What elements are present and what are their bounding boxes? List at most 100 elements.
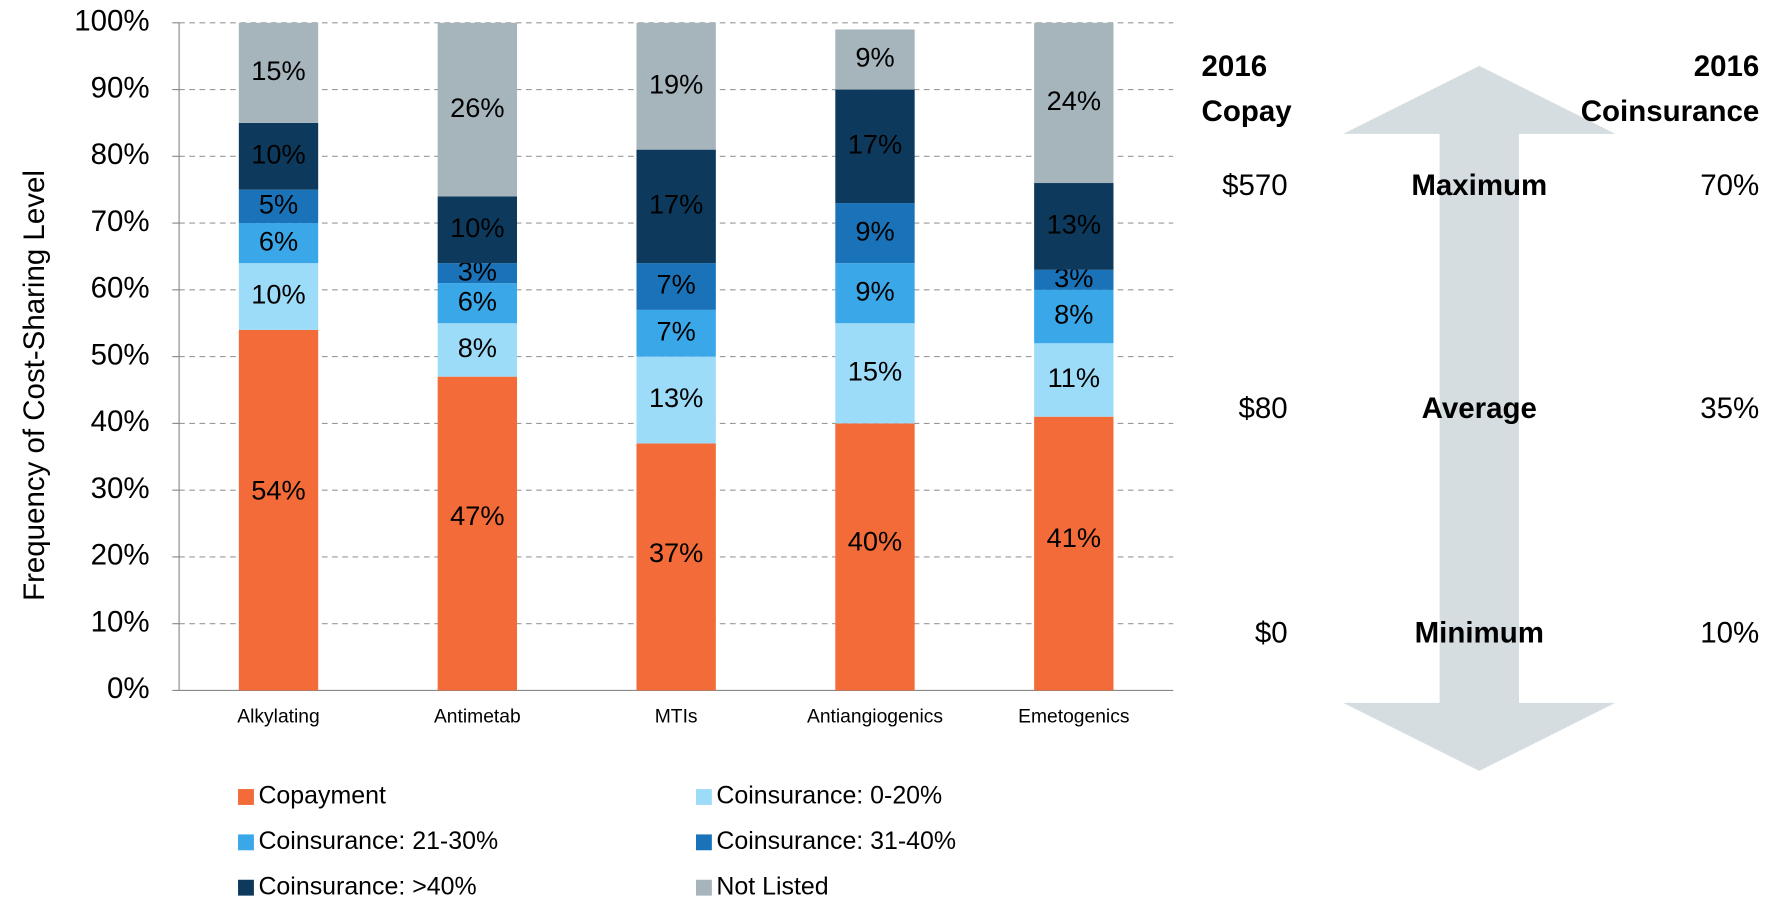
legend-swatch <box>238 789 254 805</box>
y-axis-label: Frequency of Cost-Sharing Level <box>18 170 51 601</box>
bar-segment <box>835 323 915 424</box>
coinsurance-value: 35% <box>1700 392 1759 425</box>
bar-segment <box>1034 416 1114 691</box>
y-tick-label: 100% <box>74 5 149 38</box>
level-label: Maximum <box>1411 169 1547 202</box>
bar-segment <box>835 263 915 324</box>
bar-segment <box>437 376 518 691</box>
value-label: 17% <box>848 128 902 159</box>
legend-label: Not Listed <box>716 872 828 898</box>
bar-segment <box>835 89 915 204</box>
bar-segment <box>238 122 319 190</box>
value-label: 37% <box>649 537 703 568</box>
value-label: 8% <box>458 332 497 363</box>
level-label: Average <box>1422 392 1537 425</box>
bar-segment <box>1034 269 1114 290</box>
coinsurance-header: 2016 <box>1694 50 1760 83</box>
x-tick-label: Alkylating <box>237 707 319 728</box>
value-label: 11% <box>1048 362 1100 393</box>
value-label: 13% <box>1047 209 1101 240</box>
legend-label: Coinsurance: 0-20% <box>716 782 942 810</box>
value-label: 7% <box>657 269 696 300</box>
bar-segment <box>1034 22 1114 184</box>
level-label: Minimum <box>1415 617 1544 650</box>
x-tick-label: MTIs <box>655 707 698 728</box>
bar-segment <box>1034 343 1114 417</box>
legend-swatch <box>695 879 712 896</box>
coinsurance-header: Coinsurance <box>1581 95 1760 128</box>
bar-segment <box>636 263 716 310</box>
bar-segment <box>636 443 716 691</box>
bar-segment <box>238 223 319 264</box>
coinsurance-value: 10% <box>1700 617 1759 650</box>
copay-header: Copay <box>1202 95 1293 128</box>
bar-segment <box>437 323 518 377</box>
bar-segment <box>437 22 518 197</box>
value-label: 47% <box>450 500 504 531</box>
legend-label: Coinsurance: 21-30% <box>258 827 498 855</box>
value-label: 8% <box>1054 299 1093 330</box>
value-label: 6% <box>259 225 298 256</box>
value-label: 9% <box>855 275 894 306</box>
bar-segment <box>238 189 319 224</box>
y-tick-label: 90% <box>91 71 150 104</box>
legend-label: Coinsurance: >40% <box>258 872 476 898</box>
bar-segment <box>437 196 518 264</box>
y-tick-label: 60% <box>91 272 150 305</box>
value-label: 7% <box>657 315 696 346</box>
value-label: 15% <box>848 355 902 386</box>
value-label: 17% <box>649 189 703 220</box>
value-label: 19% <box>649 68 703 99</box>
bar-segment <box>835 203 915 264</box>
bar-segment <box>238 263 319 330</box>
copay-value: $0 <box>1255 617 1288 650</box>
bar-segment <box>238 329 319 691</box>
bar-segment <box>1034 183 1114 270</box>
legend-label: Copayment <box>258 782 386 810</box>
bar-segment <box>835 423 915 691</box>
bar-segment <box>636 149 716 264</box>
coinsurance-value: 70% <box>1700 169 1759 202</box>
value-label: 6% <box>458 285 497 316</box>
y-tick-label: 80% <box>91 138 150 171</box>
y-tick-label: 20% <box>91 539 150 572</box>
value-label: 41% <box>1047 522 1101 553</box>
y-tick-label: 40% <box>91 405 150 438</box>
x-tick-label: Emetogenics <box>1018 707 1129 728</box>
value-label: 26% <box>450 92 504 123</box>
value-label: 10% <box>251 279 305 310</box>
y-tick-label: 30% <box>91 472 150 505</box>
copay-value: $570 <box>1222 169 1288 202</box>
bar-segment <box>437 263 518 284</box>
copay-header: 2016 <box>1202 50 1268 83</box>
x-tick-label: Antimetab <box>434 707 521 728</box>
value-label: 40% <box>848 526 902 557</box>
bar-segment <box>636 356 716 444</box>
legend-label: Coinsurance: 31-40% <box>716 827 956 855</box>
value-label: 5% <box>259 189 298 220</box>
y-tick-label: 10% <box>91 605 150 638</box>
y-tick-label: 70% <box>91 205 150 238</box>
bar-segment <box>437 283 518 324</box>
value-label: 15% <box>251 55 305 86</box>
value-label: 9% <box>855 215 894 246</box>
legend-swatch <box>238 834 254 851</box>
copay-value: $80 <box>1239 392 1288 425</box>
y-tick-label: 50% <box>91 338 150 371</box>
value-label: 10% <box>450 212 504 243</box>
legend-swatch <box>695 834 712 851</box>
value-label: 54% <box>251 474 305 505</box>
value-label: 13% <box>649 382 703 413</box>
bar-segment <box>636 22 716 150</box>
legend-swatch <box>238 879 254 896</box>
bar-segment <box>636 309 716 357</box>
value-label: 24% <box>1047 85 1101 116</box>
range-arrow <box>1343 65 1616 771</box>
bar-segment <box>835 29 915 90</box>
value-label: 9% <box>855 42 894 73</box>
bar-segment <box>238 22 319 123</box>
value-label: 10% <box>251 139 305 170</box>
y-tick-label: 0% <box>107 672 150 705</box>
legend-swatch <box>695 789 712 805</box>
